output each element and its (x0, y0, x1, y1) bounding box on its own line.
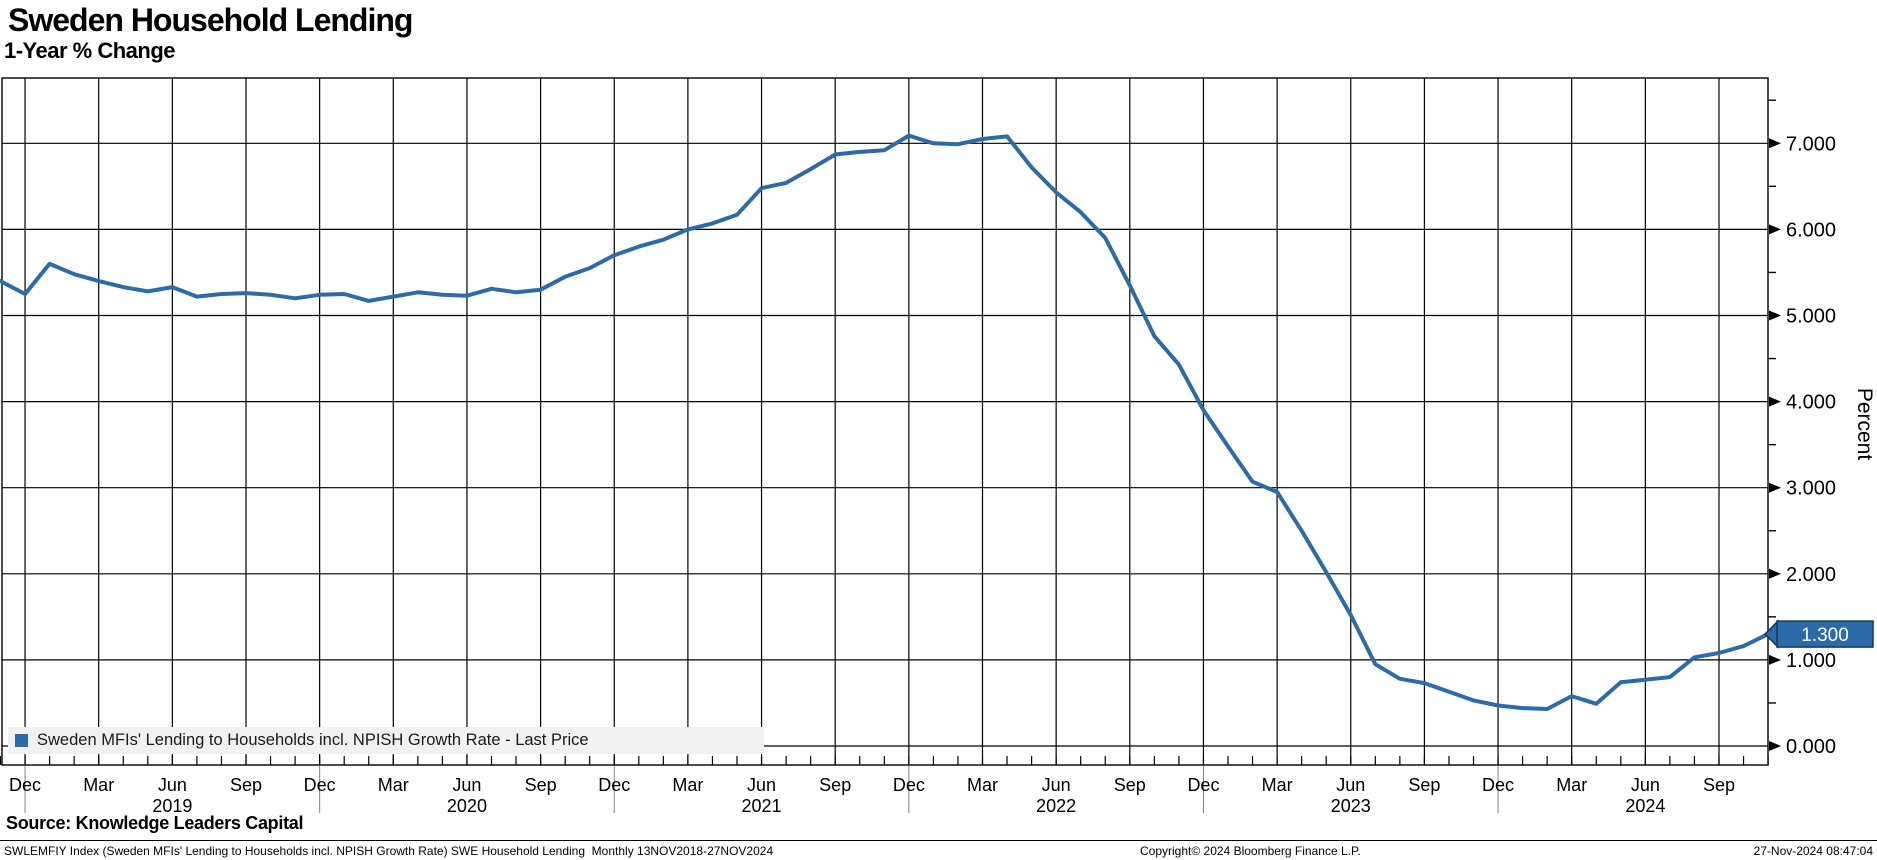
svg-text:0.000: 0.000 (1786, 736, 1836, 758)
svg-text:Jun: Jun (158, 775, 187, 795)
y-axis-tick-labels: 0.000 1.000 2.000 3.000 4.000 5.000 6.000 7.000 (1786, 133, 1836, 758)
svg-text:2019: 2019 (152, 796, 192, 816)
footer-security-description: SWLEMFIY Index (Sweden MFIs' Lending to … (4, 844, 774, 858)
year-separator-lines (24, 766, 1499, 813)
source-note: Source: Knowledge Leaders Capital (6, 813, 304, 833)
svg-text:1.000: 1.000 (1786, 650, 1836, 672)
x-axis-ticks (0, 756, 1769, 765)
chart-title: Sweden Household Lending (8, 2, 413, 38)
svg-text:Sep: Sep (1703, 775, 1735, 795)
footer-timestamp: 27-Nov-2024 08:47:04 (1753, 844, 1873, 858)
svg-text:Mar: Mar (378, 775, 409, 795)
legend-label: Sweden MFIs' Lending to Households incl.… (37, 731, 589, 749)
x-axis-month-labels: Dec Mar Jun Sep Dec Mar Jun Sep Dec Mar Jun Sep Dec M… (9, 775, 1735, 795)
chart-subtitle: 1-Year % Change (4, 38, 176, 63)
svg-text:6.000: 6.000 (1786, 219, 1836, 241)
svg-text:7.000: 7.000 (1786, 133, 1836, 155)
y-axis-ticks (1768, 99, 1781, 751)
footer-copyright: Copyright© 2024 Bloomberg Finance L.P. (1140, 844, 1361, 858)
svg-text:Jun: Jun (1336, 775, 1365, 795)
svg-text:Jun: Jun (1631, 775, 1660, 795)
svg-text:Sep: Sep (1408, 775, 1440, 795)
svg-text:2023: 2023 (1331, 796, 1371, 816)
lending-rate-line (0, 133, 1771, 711)
svg-text:Sep: Sep (1114, 775, 1146, 795)
svg-text:1.300: 1.300 (1801, 625, 1849, 646)
svg-text:Dec: Dec (1187, 775, 1219, 795)
svg-text:Sep: Sep (819, 775, 851, 795)
svg-text:Mar: Mar (83, 775, 114, 795)
svg-text:Dec: Dec (598, 775, 630, 795)
svg-text:Dec: Dec (893, 775, 925, 795)
legend-marker-icon (15, 734, 28, 747)
svg-text:Mar: Mar (1262, 775, 1293, 795)
svg-text:Jun: Jun (747, 775, 776, 795)
svg-text:5.000: 5.000 (1786, 306, 1836, 328)
svg-text:2.000: 2.000 (1786, 564, 1836, 586)
svg-text:2022: 2022 (1036, 796, 1076, 816)
y-axis-title: Percent (1853, 388, 1876, 461)
svg-text:2020: 2020 (447, 796, 487, 816)
svg-text:3.000: 3.000 (1786, 478, 1836, 500)
lending-line-chart: 0.000 1.000 2.000 3.000 4.000 5.000 6.000 7.000… (0, 77, 1876, 816)
svg-text:Mar: Mar (1556, 775, 1587, 795)
grid-horizontal-lines (2, 142, 1768, 747)
svg-text:Jun: Jun (1042, 775, 1071, 795)
x-axis-year-labels: 2019 2020 2021 2022 2023 2024 (152, 796, 1665, 816)
footer-bar: SWLEMFIY Index (Sweden MFIs' Lending to … (0, 840, 1877, 860)
grid-vertical-lines (24, 78, 1720, 765)
svg-text:Mar: Mar (967, 775, 998, 795)
svg-text:Dec: Dec (9, 775, 41, 795)
svg-text:Dec: Dec (1482, 775, 1514, 795)
svg-text:Dec: Dec (304, 775, 336, 795)
svg-text:2021: 2021 (742, 796, 782, 816)
svg-text:Sep: Sep (230, 775, 262, 795)
svg-text:Jun: Jun (452, 775, 481, 795)
plot-border (1, 77, 1769, 766)
svg-text:4.000: 4.000 (1786, 392, 1836, 414)
svg-text:Sep: Sep (525, 775, 557, 795)
last-price-badge: 1.300 (1763, 619, 1874, 649)
svg-text:2024: 2024 (1625, 796, 1665, 816)
svg-text:Mar: Mar (672, 775, 703, 795)
legend: Sweden MFIs' Lending to Households incl.… (8, 727, 764, 754)
